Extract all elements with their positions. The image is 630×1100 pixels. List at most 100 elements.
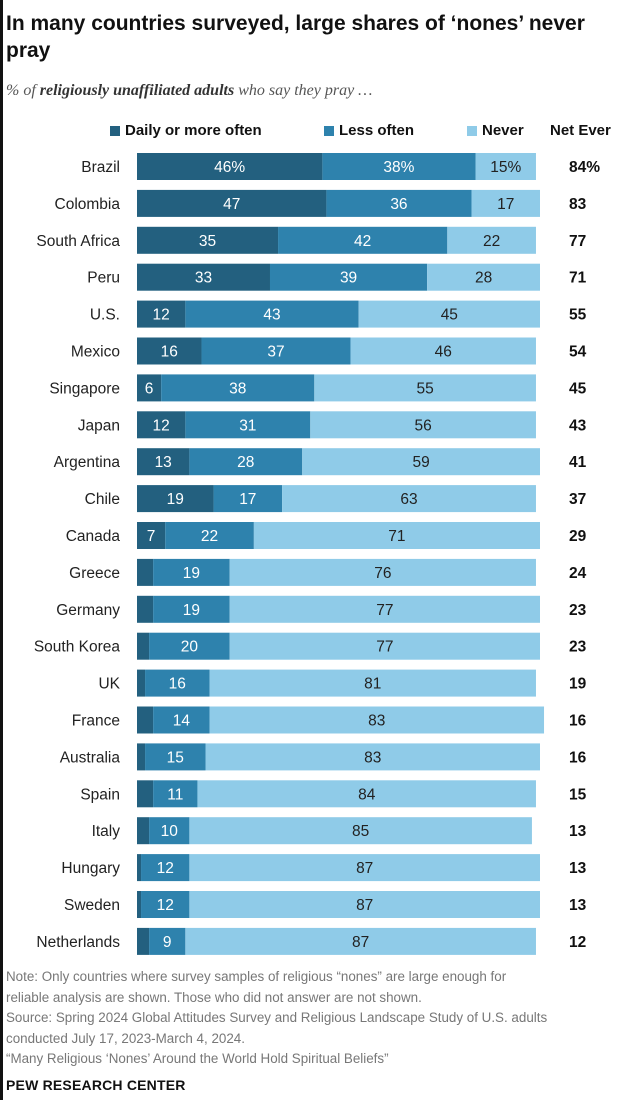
data-label-less-u-s: 43 xyxy=(263,307,280,324)
data-label-never-japan: 56 xyxy=(415,417,432,434)
bar-daily-uk xyxy=(137,669,146,697)
data-label-never-hungary: 87 xyxy=(356,860,373,877)
legend-swatch-never xyxy=(467,125,477,136)
bar-daily-argentina xyxy=(137,448,190,476)
net-ever-value-france: 16 xyxy=(569,713,587,730)
data-label-daily-brazil: 46% xyxy=(214,159,245,176)
data-label-never-u-s: 45 xyxy=(441,307,458,324)
data-label-less-uk: 16 xyxy=(169,676,186,693)
net-ever-value-canada: 29 xyxy=(569,528,587,545)
category-label-south-africa: South Africa xyxy=(36,233,120,250)
bar-never-netherlands xyxy=(185,927,536,955)
brand-footer: PEW RESEARCH CENTER xyxy=(6,1077,186,1093)
bar-daily-chile xyxy=(137,485,214,513)
bar-less-argentina xyxy=(189,448,303,476)
net-ever-value-germany: 23 xyxy=(569,602,587,619)
bar-never-japan xyxy=(310,411,536,439)
net-ever-value-hungary: 13 xyxy=(569,860,587,877)
data-label-never-brazil: 15% xyxy=(490,159,521,176)
net-ever-value-mexico: 54 xyxy=(569,344,587,361)
data-label-less-spain: 11 xyxy=(167,786,183,803)
net-ever-value-chile: 37 xyxy=(569,491,586,508)
legend-label-never: Never xyxy=(482,122,524,139)
bar-never-argentina xyxy=(302,448,540,476)
data-label-never-uk: 81 xyxy=(364,676,381,693)
bar-less-south-africa xyxy=(278,226,448,254)
bar-less-peru xyxy=(269,263,428,291)
category-label-argentina: Argentina xyxy=(54,454,121,471)
data-label-daily-chile: 19 xyxy=(167,491,184,508)
data-label-never-germany: 77 xyxy=(376,602,393,619)
data-label-less-canada: 22 xyxy=(201,528,218,545)
category-label-colombia: Colombia xyxy=(55,196,121,213)
bar-daily-mexico xyxy=(137,337,202,365)
bar-less-japan xyxy=(185,411,311,439)
data-label-less-germany: 19 xyxy=(183,602,200,619)
chart-title: In many countries surveyed, large shares… xyxy=(6,12,585,62)
data-label-daily-colombia: 47 xyxy=(223,196,240,213)
net-ever-value-singapore: 45 xyxy=(569,380,587,397)
category-label-netherlands: Netherlands xyxy=(36,934,120,951)
bar-less-spain xyxy=(153,780,198,808)
category-label-brazil: Brazil xyxy=(81,159,120,176)
bar-daily-netherlands xyxy=(137,927,150,955)
bar-never-hungary xyxy=(189,854,540,882)
bar-daily-peru xyxy=(137,263,270,291)
data-label-never-singapore: 55 xyxy=(417,380,434,397)
data-label-daily-singapore: 6 xyxy=(145,380,154,397)
data-label-daily-argentina: 13 xyxy=(155,454,172,471)
category-label-hungary: Hungary xyxy=(61,860,120,877)
bar-less-mexico xyxy=(201,337,351,365)
net-ever-value-greece: 24 xyxy=(569,565,587,582)
data-label-daily-mexico: 16 xyxy=(161,344,178,361)
bar-never-u-s xyxy=(358,300,540,328)
bar-daily-sweden xyxy=(137,891,142,918)
data-label-daily-south-africa: 35 xyxy=(199,233,216,250)
category-label-u-s: U.S. xyxy=(90,307,120,324)
net-ever-value-u-s: 55 xyxy=(569,307,587,324)
bar-daily-greece xyxy=(137,558,154,586)
bar-never-colombia xyxy=(471,189,540,217)
bar-never-south-korea xyxy=(229,632,540,660)
data-label-less-argentina: 28 xyxy=(237,454,254,471)
bar-never-germany xyxy=(229,595,540,623)
bar-daily-italy xyxy=(137,817,150,845)
notes: Note: Only countries where survey sample… xyxy=(6,967,624,1070)
bar-never-singapore xyxy=(314,374,536,402)
bar-never-chile xyxy=(282,485,536,513)
category-label-australia: Australia xyxy=(60,749,121,766)
bar-less-france xyxy=(153,706,210,734)
note-line-5: “Many Religious ‘Nones’ Around the World… xyxy=(6,1051,389,1067)
bar-never-sweden xyxy=(189,891,540,918)
data-label-never-france: 83 xyxy=(368,713,385,730)
bar-less-germany xyxy=(153,595,230,623)
net-ever-value-peru: 71 xyxy=(569,270,587,287)
note-line-3: Source: Spring 2024 Global Attitudes Sur… xyxy=(6,1010,548,1026)
net-ever-value-australia: 16 xyxy=(569,749,587,766)
subtitle-bold: religiously unaffiliated adults xyxy=(39,82,235,99)
bar-less-canada xyxy=(165,522,254,549)
category-label-mexico: Mexico xyxy=(71,344,120,361)
category-label-peru: Peru xyxy=(87,270,120,287)
data-label-less-australia: 15 xyxy=(167,749,184,766)
bar-daily-hungary xyxy=(137,854,142,882)
category-label-greece: Greece xyxy=(69,565,120,582)
data-label-never-colombia: 17 xyxy=(497,196,514,213)
net-ever-value-uk: 19 xyxy=(569,676,587,693)
bar-never-south-africa xyxy=(447,226,536,254)
data-label-never-chile: 63 xyxy=(400,491,417,508)
chart-subtitle: % of religiously unaffiliated adults who… xyxy=(6,82,606,100)
net-ever-value-south-korea: 23 xyxy=(569,639,587,656)
data-label-less-netherlands: 9 xyxy=(163,934,172,951)
bar-daily-brazil xyxy=(137,153,323,180)
net-ever-value-japan: 43 xyxy=(569,417,587,434)
bar-less-colombia xyxy=(326,189,472,217)
category-label-canada: Canada xyxy=(66,528,121,545)
category-label-south-korea: South Korea xyxy=(34,639,121,656)
bar-less-uk xyxy=(145,669,210,697)
data-label-never-south-africa: 22 xyxy=(483,233,500,250)
data-label-less-hungary: 12 xyxy=(157,860,174,877)
bar-never-brazil xyxy=(475,153,536,180)
data-label-less-south-korea: 20 xyxy=(181,639,199,656)
subtitle-post: who say they pray … xyxy=(234,82,373,99)
